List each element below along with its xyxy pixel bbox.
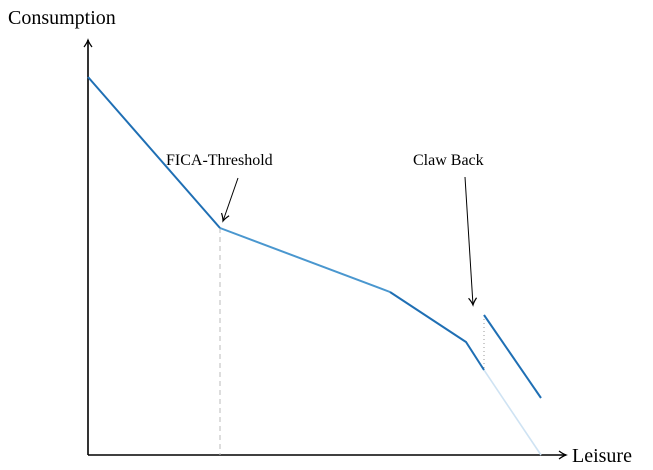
annotation-arrow <box>220 177 239 223</box>
x-axis-label: Leisure <box>572 445 632 467</box>
budget-segment <box>87 76 221 229</box>
budget-segment <box>389 291 485 371</box>
annotation: Claw Back <box>413 152 484 169</box>
budget-segment <box>219 227 391 293</box>
annotation: FICA-Threshold <box>166 152 273 169</box>
y-axis-label: Consumption <box>8 7 116 29</box>
annotation-arrow <box>464 176 478 307</box>
budget-segment <box>483 314 542 399</box>
faint-segment <box>483 369 542 456</box>
